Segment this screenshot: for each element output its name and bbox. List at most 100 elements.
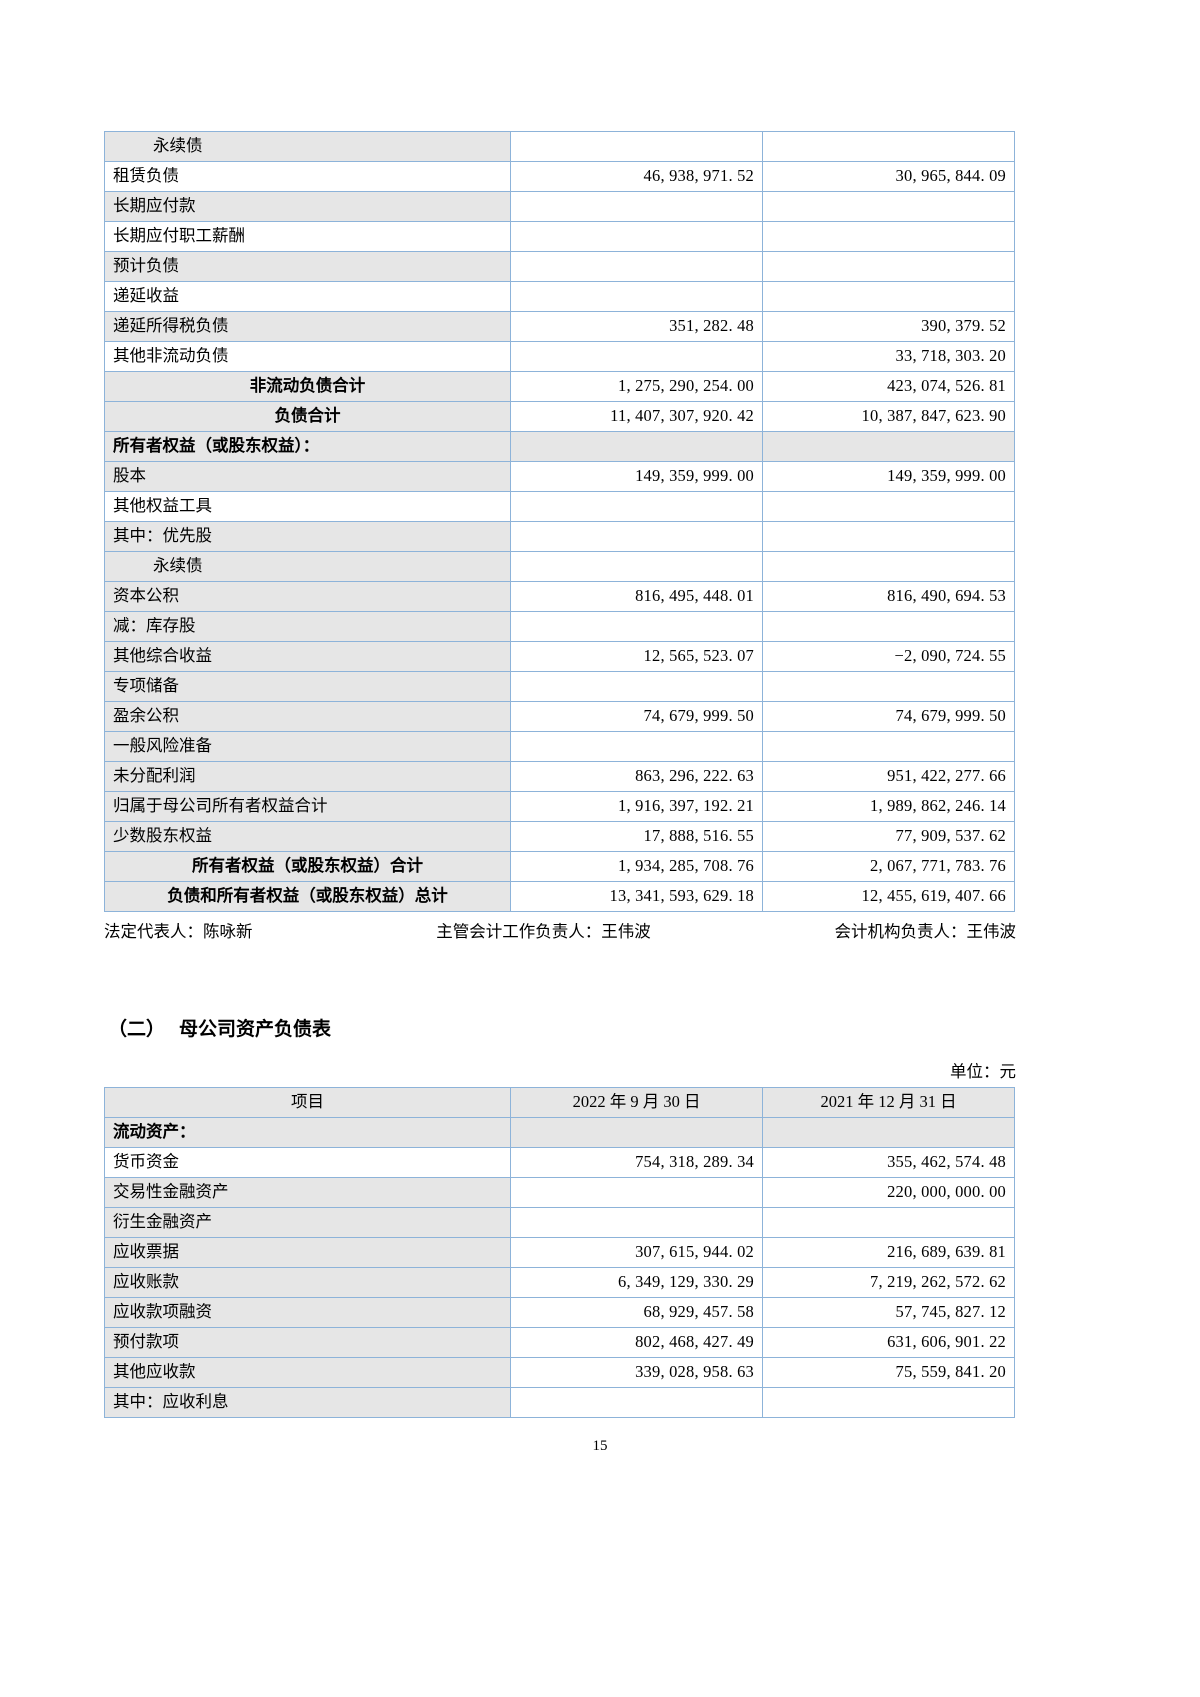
column-header-2: 2022 年 9 月 30 日 [510,1087,763,1118]
accounting-institution-head: 会计机构负责人：王伟波 [834,922,1017,941]
row-value-1: 11, 407, 307, 920. 42 [510,401,763,432]
table-row: 一般风险准备 [104,731,1015,762]
table-row: 其他综合收益 12, 565, 523. 07 −2, 090, 724. 55 [104,641,1015,672]
table-row: 长期应付款 [104,191,1015,222]
table-row: 货币资金 754, 318, 289. 34 355, 462, 574. 48 [104,1147,1015,1178]
row-label: 长期应付款 [104,191,511,222]
table-row: 负债合计 11, 407, 307, 920. 42 10, 387, 847, 6… [104,401,1015,432]
table-row: 归属于母公司所有者权益合计 1, 916, 397, 192. 21 1, 989,… [104,791,1015,822]
parent-company-balance-sheet: 项目 2022 年 9 月 30 日 2021 年 12 月 31 日流动资产： 货币… [104,1087,1015,1418]
table-row: 资本公积 816, 495, 448. 01 816, 490, 694. 53 [104,581,1015,612]
table-row: 递延所得税负债 351, 282. 48 390, 379. 52 [104,311,1015,342]
table-row: 少数股东权益 17, 888, 516. 55 77, 909, 537. 62 [104,821,1015,852]
row-label: 流动资产： [104,1117,511,1148]
row-value-2: 816, 490, 694. 53 [762,581,1015,612]
row-label: 其他非流动负债 [104,341,511,372]
row-value-2: 74, 679, 999. 50 [762,701,1015,732]
row-label: 减：库存股 [104,611,511,642]
row-label: 交易性金融资产 [104,1177,511,1208]
row-value-2: 77, 909, 537. 62 [762,821,1015,852]
row-value-2: 7, 219, 262, 572. 62 [762,1267,1015,1298]
row-label: 递延所得税负债 [104,311,511,342]
table-row: 专项储备 [104,671,1015,702]
row-label: 少数股东权益 [104,821,511,852]
row-value-2 [762,731,1015,762]
row-label: 永续债 [104,131,511,162]
row-label: 货币资金 [104,1147,511,1178]
row-value-1 [510,341,763,372]
row-label: 其他应收款 [104,1357,511,1388]
row-label: 资本公积 [104,581,511,612]
row-value-2: 30, 965, 844. 09 [762,161,1015,192]
row-value-1: 802, 468, 427. 49 [510,1327,763,1358]
row-value-1 [510,1117,763,1148]
row-value-2: 2, 067, 771, 783. 76 [762,851,1015,882]
section-heading: （二） 母公司资产负债表 [108,1014,331,1041]
row-value-2 [762,1207,1015,1238]
row-value-1 [510,491,763,522]
row-label: 盈余公积 [104,701,511,732]
row-value-2: 355, 462, 574. 48 [762,1147,1015,1178]
row-value-1: 74, 679, 999. 50 [510,701,763,732]
row-value-1: 1, 934, 285, 708. 76 [510,851,763,882]
row-label: 应收款项融资 [104,1297,511,1328]
row-value-1 [510,731,763,762]
table-row: 其他非流动负债 33, 718, 303. 20 [104,341,1015,372]
table-2: 项目 2022 年 9 月 30 日 2021 年 12 月 31 日流动资产： 货币… [104,1087,1015,1418]
row-label: 归属于母公司所有者权益合计 [104,791,511,822]
row-label: 其中：应收利息 [104,1387,511,1418]
row-value-2 [762,281,1015,312]
row-label: 未分配利润 [104,761,511,792]
row-value-2: 220, 000, 000. 00 [762,1177,1015,1208]
row-label: 应收票据 [104,1237,511,1268]
row-label: 非流动负债合计 [104,371,511,402]
row-label: 专项储备 [104,671,511,702]
row-value-2: 423, 074, 526. 81 [762,371,1015,402]
row-value-1 [510,671,763,702]
table-row: 预计负债 [104,251,1015,282]
table-row: 应收票据 307, 615, 944. 02 216, 689, 639. 81 [104,1237,1015,1268]
row-value-1 [510,521,763,552]
table-row: 其中：优先股 [104,521,1015,552]
row-value-1 [510,1207,763,1238]
table-row: 长期应付职工薪酬 [104,221,1015,252]
column-header-1: 项目 [104,1087,511,1118]
row-label: 负债合计 [104,401,511,432]
row-label: 其中：优先股 [104,521,511,552]
row-label: 预计负债 [104,251,511,282]
row-value-1 [510,191,763,222]
row-value-1: 149, 359, 999. 00 [510,461,763,492]
row-value-1: 12, 565, 523. 07 [510,641,763,672]
table-row: 未分配利润 863, 296, 222. 63 951, 422, 277. 66 [104,761,1015,792]
row-value-1: 339, 028, 958. 63 [510,1357,763,1388]
row-value-1 [510,431,763,462]
row-value-1: 1, 275, 290, 254. 00 [510,371,763,402]
row-value-2 [762,611,1015,642]
table-row: 其他权益工具 [104,491,1015,522]
row-value-1 [510,1387,763,1418]
row-value-1: 13, 341, 593, 629. 18 [510,881,763,912]
row-label: 应收账款 [104,1267,511,1298]
row-value-1 [510,611,763,642]
table-row: 减：库存股 [104,611,1015,642]
row-label: 所有者权益（或股东权益）： [104,431,511,462]
table-row: 其他应收款 339, 028, 958. 63 75, 559, 841. 20 [104,1357,1015,1388]
row-label: 所有者权益（或股东权益）合计 [104,851,511,882]
row-value-1: 6, 349, 129, 330. 29 [510,1267,763,1298]
row-value-1: 816, 495, 448. 01 [510,581,763,612]
consolidated-balance-sheet-continued: 永续债 租赁负债 46, 938, 971. 52 30, 965, 844. 09 长… [104,131,1015,912]
section-title-text: 母公司资产负债表 [179,1019,332,1040]
row-value-2: 631, 606, 901. 22 [762,1327,1015,1358]
row-value-1 [510,281,763,312]
row-value-1: 68, 929, 457. 58 [510,1297,763,1328]
row-value-2 [762,251,1015,282]
table-row: 交易性金融资产 220, 000, 000. 00 [104,1177,1015,1208]
table-row: 衍生金融资产 [104,1207,1015,1238]
row-label: 其他综合收益 [104,641,511,672]
row-value-1: 1, 916, 397, 192. 21 [510,791,763,822]
row-value-2: 1, 989, 862, 246. 14 [762,791,1015,822]
accounting-supervisor: 主管会计工作负责人：王伟波 [436,922,651,941]
row-value-2 [762,551,1015,582]
table-header-row: 项目 2022 年 9 月 30 日 2021 年 12 月 31 日 [104,1087,1015,1118]
row-value-1 [510,251,763,282]
